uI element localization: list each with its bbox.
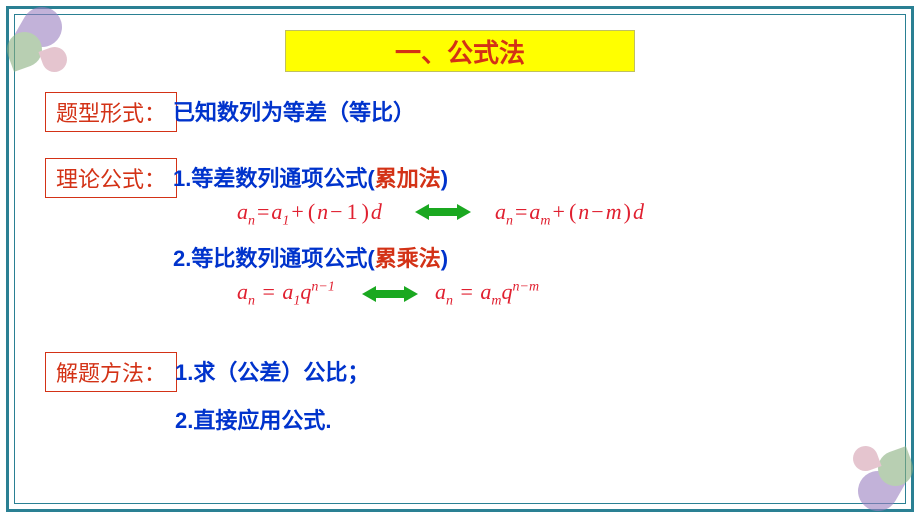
corner-decor-br — [828, 426, 918, 516]
label-method: 解题方法： — [45, 352, 177, 392]
inner-border — [14, 14, 906, 504]
theory-2: 2.等比数列通项公式(累乘法) — [173, 241, 448, 273]
arrow-1 — [415, 204, 471, 220]
method-1: 1.求（公差）公比； — [175, 355, 369, 387]
corner-decor-tl — [2, 2, 92, 92]
formula-2b: an = amqn−m — [435, 279, 539, 309]
title-box: 一、公式法 — [285, 30, 635, 72]
formula-1a: an=a1+(n−1)d — [237, 199, 382, 229]
pattern-text: 已知数列为等差（等比） — [173, 95, 415, 127]
method-2: 2.直接应用公式. — [175, 403, 331, 435]
slide: 一、公式法 题型形式： 已知数列为等差（等比） 理论公式： 1.等差数列通项公式… — [0, 0, 920, 518]
arrow-2 — [362, 286, 418, 302]
title-text: 一、公式法 — [395, 33, 525, 70]
formula-2a: an = a1qn−1 — [237, 279, 335, 309]
label-pattern: 题型形式： — [45, 92, 177, 132]
label-theory: 理论公式： — [45, 158, 177, 198]
theory-1: 1.等差数列通项公式(累加法) — [173, 161, 448, 193]
formula-1b: an=am+(n−m)d — [495, 199, 644, 229]
